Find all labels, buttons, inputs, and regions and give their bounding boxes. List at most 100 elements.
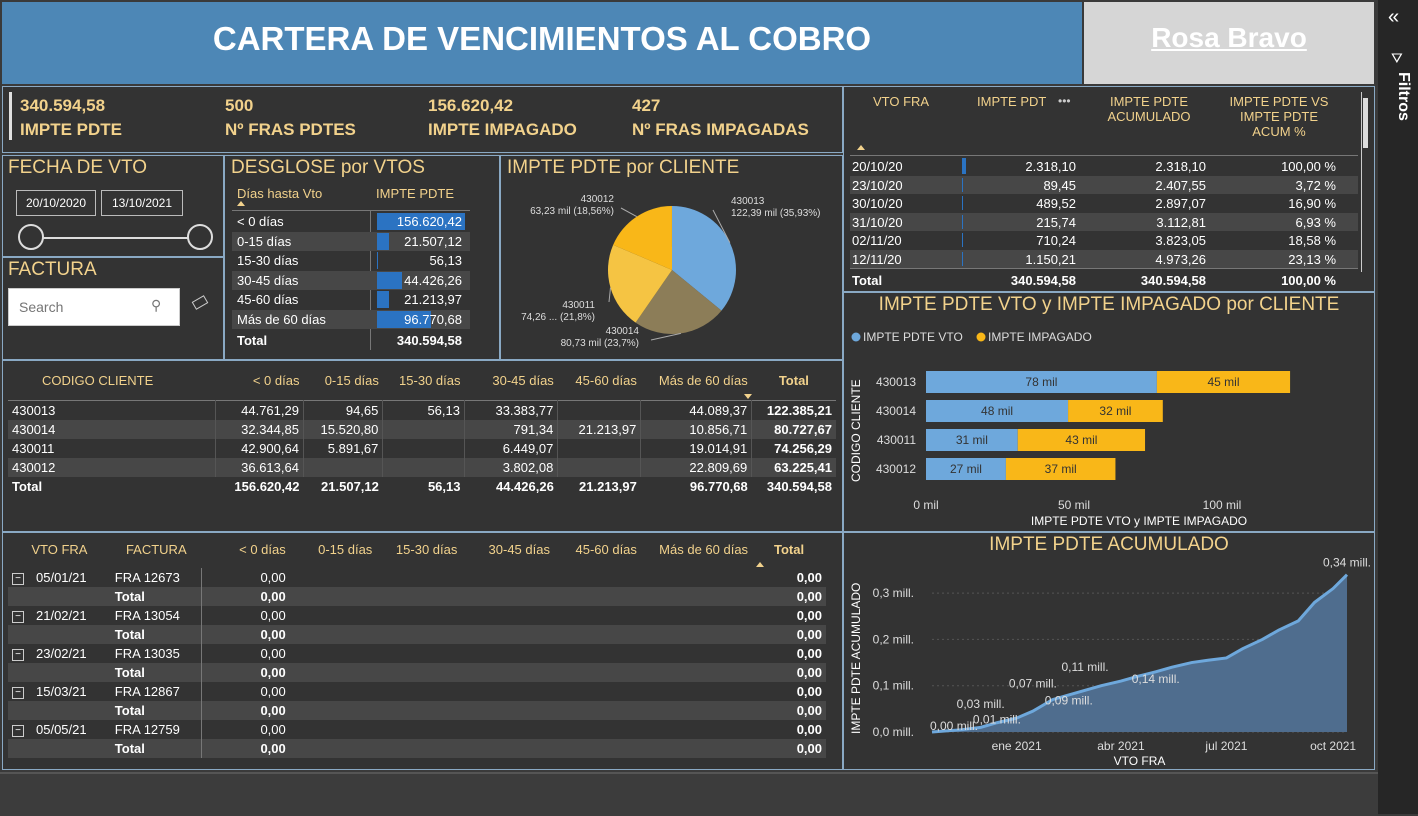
invoice-date-cell[interactable]: −05/05/21 [8,720,111,739]
pie-slice-430011[interactable] [608,244,672,323]
invoice-subtotal-cell: 0,00 [260,589,286,604]
desglose-row[interactable]: Más de 60 días 96.770,68 [232,309,470,329]
more-options-icon[interactable]: ••• [1058,94,1071,108]
table-row[interactable]: 430012 36.613,64 3.802,08 22.809,69 63.225,4… [8,458,836,477]
invoice-date-cell[interactable]: −05/01/21 [8,568,111,587]
vto-data-bar [962,251,963,266]
date-slider-handle-right[interactable] [187,224,213,250]
client-matrix-cell: 33.383,77 [463,400,558,420]
date-to-input[interactable]: 13/10/2021 [101,190,183,216]
legend-label[interactable]: IMPTE IMPAGADO [988,330,1092,344]
client-matrix-col[interactable]: Más de 60 días [658,372,748,388]
invoice-matrix-col[interactable]: Total [773,541,805,557]
client-matrix-total-cell: Total [12,479,43,494]
bar-segment[interactable] [1068,400,1163,422]
filters-pane[interactable] [1378,0,1418,814]
table-row[interactable]: 430014 32.344,85 15.520,80 791,34 21.213,97 1… [8,420,836,439]
client-matrix-col[interactable]: 15-30 días [399,372,461,388]
bar-segment[interactable] [926,400,1069,422]
invoice-date-cell[interactable]: −21/02/21 [8,606,111,625]
area-chart[interactable]: 0,0 mill. 0,1 mill. 0,2 mill. 0,3 mill. ene … [844,558,1374,768]
invoice-row[interactable]: −05/05/21 FRA 12759 0,00 0,00 [8,720,826,739]
filters-label[interactable]: Filtros [1395,72,1412,121]
factura-title: FACTURA [8,259,97,280]
client-matrix-total-cell: 96.770,68 [689,479,748,494]
bar-segment[interactable] [926,371,1157,393]
legend-label[interactable]: IMPTE PDTE VTO [863,330,963,344]
client-matrix-cell: 430013 [12,403,56,418]
client-matrix-col[interactable]: Total [778,372,809,388]
date-slider-track[interactable] [32,237,202,239]
invoice-row[interactable]: −05/01/21 FRA 12673 0,00 0,00 [8,568,826,587]
invoice-date-cell[interactable]: −15/03/21 [8,682,111,701]
desglose-row[interactable]: 45-60 días 21.213,97 [232,290,470,310]
collapse-icon[interactable]: − [12,724,24,737]
invoice-matrix-col[interactable]: Más de 60 días [659,541,749,557]
vto-col-date[interactable]: VTO FRA [873,94,930,109]
invoice-row[interactable]: −15/03/21 FRA 12867 0,00 0,00 [8,682,826,701]
vto-row[interactable]: 31/10/20 215,74 3.112,81 6,93 % [850,212,1358,231]
invoice-matrix-col[interactable]: 30-45 días [488,541,550,557]
vto-col-pct[interactable]: IMPTE PDTE VS IMPTE PDTE ACUM % [1229,94,1329,139]
client-matrix-col[interactable]: 30-45 días [492,372,554,388]
collapse-icon[interactable]: « [1388,6,1400,28]
table-row[interactable]: 430013 44.761,29 94,65 56,13 33.383,77 44.089… [8,400,836,420]
vto-row[interactable]: 12/11/20 1.150,21 4.973,26 23,13 % [850,249,1358,268]
collapse-icon[interactable]: − [12,686,24,699]
bar-chart[interactable]: IMPTE PDTE VTO IMPTE IMPAGADO CODIGO CLIEN… [844,320,1374,530]
invoice-matrix-col[interactable]: 15-30 días [395,541,458,557]
date-from-input[interactable]: 20/10/2020 [16,190,96,216]
invoice-matrix-col[interactable]: 0-15 días [318,541,373,557]
invoice-matrix-col[interactable]: < 0 días [239,541,286,557]
table-row[interactable]: 430011 42.900,64 5.891,67 6.449,07 19.014,91… [8,439,836,458]
pie-slice-430013[interactable] [672,206,736,311]
pie-slice-430012[interactable] [613,206,672,270]
user-link[interactable]: Rosa Bravo [1151,22,1307,53]
invoice-cell: 0,00 [260,646,286,661]
bar-segment[interactable] [1005,458,1116,480]
vto-col-impte[interactable]: IMPTE PDT [977,94,1047,109]
invoice-matrix-col[interactable]: FACTURA [125,541,187,557]
client-matrix-col[interactable]: 45-60 días [575,372,637,388]
invoice-matrix-col[interactable]: VTO FRA [31,541,88,557]
desglose-col-value[interactable]: IMPTE PDTE [376,186,455,201]
bar-segment[interactable] [926,429,1018,451]
client-matrix-cell: 10.856,71 [640,420,752,439]
collapse-icon[interactable]: − [12,648,24,661]
client-matrix-col[interactable]: 0-15 días [324,372,379,388]
invoice-row[interactable]: −21/02/21 FRA 13054 0,00 0,00 [8,606,826,625]
area-line[interactable] [931,573,1349,734]
desglose-col-label[interactable]: Días hasta Vto [237,186,323,201]
pie-leader-line [620,207,637,218]
invoice-matrix-col[interactable]: 45-60 días [575,541,637,557]
vto-row[interactable]: 30/10/20 489,52 2.897,07 16,90 % [850,194,1358,213]
client-matrix-col[interactable]: CODIGO CLIENTE [42,372,154,388]
bar-segment[interactable] [1017,429,1146,451]
bar-segment[interactable] [1156,371,1291,393]
vto-row[interactable]: 20/10/20 2.318,10 2.318,10 100,00 % [850,157,1358,176]
collapse-icon[interactable]: − [12,572,24,585]
bar-segment[interactable] [926,458,1006,480]
desglose-row-label: 15-30 días [237,253,299,268]
vto-row[interactable]: 02/11/20 710,24 3.823,05 18,58 % [850,231,1358,250]
invoice-date-cell[interactable]: −23/02/21 [8,644,111,663]
desglose-row[interactable]: 0-15 días 21.507,12 [232,231,470,251]
desglose-row[interactable]: 15-30 días 56,13 [232,251,470,271]
client-matrix-cell: 21.213,97 [557,420,641,439]
vto-row[interactable]: 23/10/20 89,45 2.407,55 3,72 % [850,175,1358,194]
collapse-icon[interactable]: − [12,610,24,623]
date-slider-handle-left[interactable] [18,224,44,250]
vto-scrollbar[interactable] [1361,92,1372,272]
factura-search-input[interactable] [8,288,180,326]
client-matrix-col[interactable]: < 0 días [252,372,300,388]
client-matrix-total-cell: 156.620,42 [234,479,300,494]
vto-col-acum[interactable]: IMPTE PDTE ACUMULADO [1107,94,1191,124]
desglose-row[interactable]: < 0 días 156.620,42 [232,212,470,232]
desglose-row[interactable]: 30-45 días 44.426,26 [232,270,470,290]
area-data-label: 0,09 mill. [1045,693,1093,707]
invoice-row[interactable]: −23/02/21 FRA 13035 0,00 0,00 [8,644,826,663]
vto-scroll-thumb[interactable] [1363,98,1368,148]
pie-slice-430014[interactable] [635,270,722,334]
search-icon[interactable]: ⚲ [151,297,162,313]
